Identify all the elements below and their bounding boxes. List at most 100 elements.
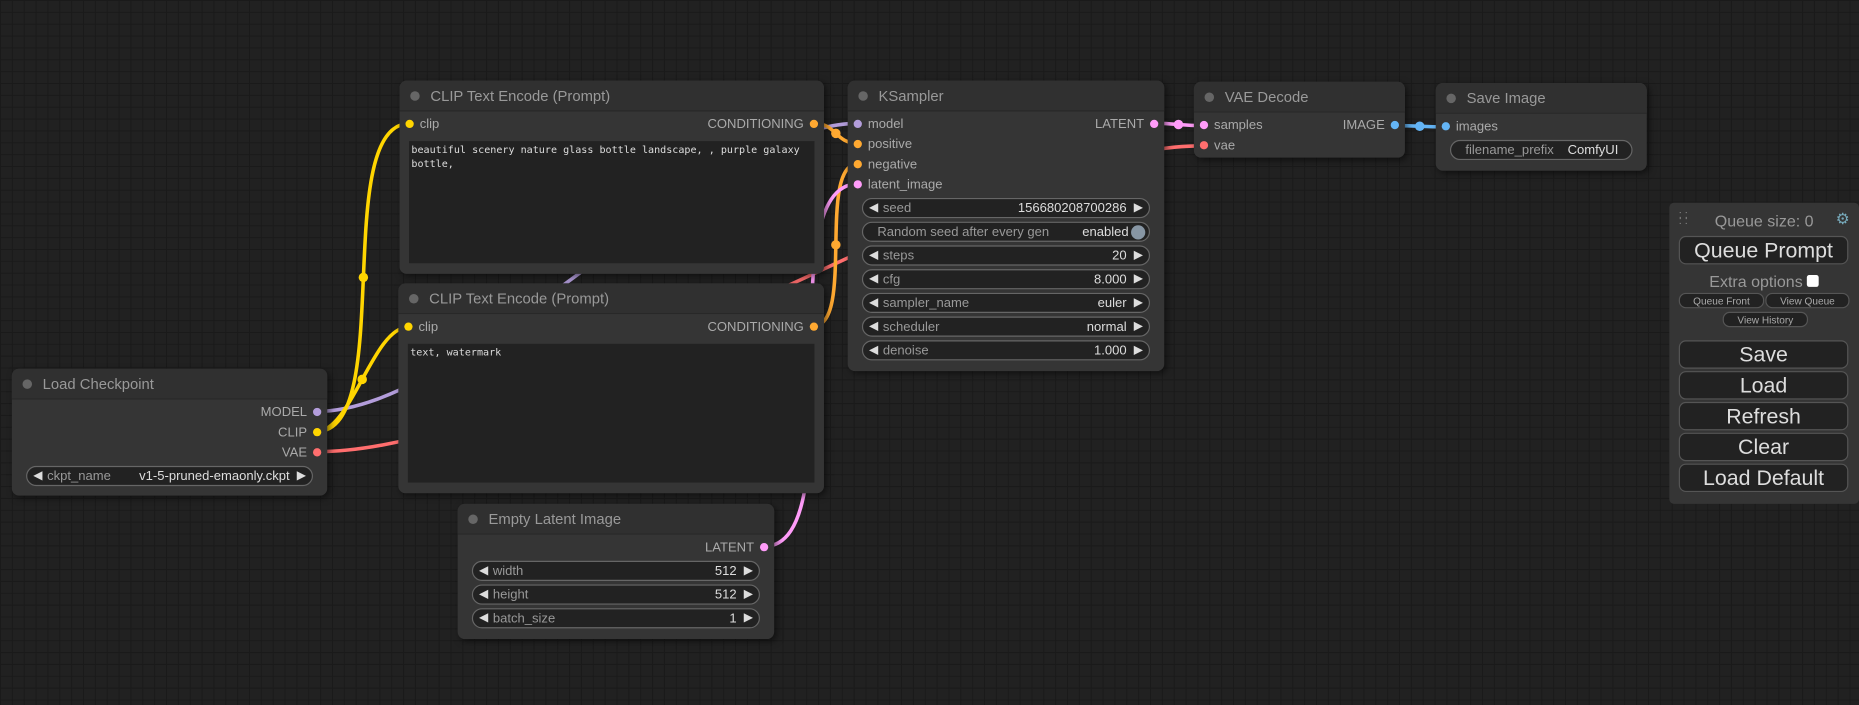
steps-widget[interactable]: ◀ steps 20 ▶ [861, 245, 1151, 266]
refresh-button[interactable]: Refresh [1678, 401, 1849, 431]
width-widget[interactable]: ◀ width 512 ▶ [471, 560, 760, 581]
slot-dot-icon[interactable] [405, 119, 414, 129]
node-title-bar[interactable]: CLIP Text Encode (Prompt) [398, 283, 824, 315]
increment-arrow-icon[interactable]: ▶ [1133, 296, 1143, 310]
decrement-arrow-icon[interactable]: ◀ [869, 343, 879, 357]
increment-arrow-icon[interactable]: ▶ [743, 611, 753, 625]
decrement-arrow-icon[interactable]: ◀ [478, 564, 489, 578]
seed-widget[interactable]: ◀ seed 156680208700286 ▶ [861, 197, 1151, 219]
toggle-knob-icon[interactable] [1131, 224, 1146, 239]
decrement-arrow-icon[interactable]: ◀ [869, 296, 879, 310]
increment-arrow-icon[interactable]: ▶ [743, 564, 753, 578]
slot-dot-icon[interactable] [809, 119, 819, 129]
decrement-arrow-icon[interactable]: ◀ [478, 611, 489, 625]
node-title-bar[interactable]: KSampler [847, 80, 1165, 112]
Random seed after every gen-widget[interactable]: Random seed after every gen enabled [861, 221, 1151, 242]
clip-text-encode-positive-node[interactable]: CLIP Text Encode (Prompt) clip CONDITIONIN… [399, 80, 824, 274]
empty-latent-image-node[interactable]: Empty Latent Image LATENT ◀ width 512 ▶ ◀ heigh… [457, 503, 775, 640]
filename-prefix-widget[interactable]: filename_prefix ComfyUI [1449, 139, 1633, 161]
input-slot[interactable]: samples [1199, 118, 1263, 132]
view-history-button[interactable]: View History [1722, 311, 1809, 328]
slot-dot-icon[interactable] [1199, 141, 1209, 150]
input-slot[interactable]: clip [405, 117, 439, 131]
increment-arrow-icon[interactable]: ▶ [1133, 343, 1143, 357]
slot-dot-icon[interactable] [312, 427, 322, 437]
wire-midpoint-icon[interactable] [357, 374, 367, 385]
slot-dot-icon[interactable] [853, 139, 862, 149]
slot-dot-icon[interactable] [312, 407, 322, 417]
output-slot[interactable]: CONDITIONING [707, 320, 819, 334]
node-title-bar[interactable]: VAE Decode [1193, 81, 1405, 113]
wire-midpoint-icon[interactable] [1415, 121, 1425, 132]
extra-options-checkbox[interactable] [1807, 275, 1820, 287]
output-slot[interactable]: VAE [282, 445, 322, 459]
decrement-arrow-icon[interactable]: ◀ [869, 272, 879, 286]
drag-handle-icon[interactable]: : :: : [1678, 208, 1688, 227]
slot-dot-icon[interactable] [853, 160, 862, 169]
denoise-widget[interactable]: ◀ denoise 1.000 ▶ [861, 340, 1151, 361]
input-slot[interactable]: latent_image [853, 177, 943, 191]
height-widget[interactable]: ◀ height 512 ▶ [471, 584, 760, 605]
decrement-arrow-icon[interactable]: ◀ [869, 320, 879, 334]
slot-dot-icon[interactable] [853, 180, 862, 189]
slot-dot-icon[interactable] [809, 322, 819, 331]
wire-midpoint-icon[interactable] [831, 240, 841, 250]
prompt-textarea[interactable]: text, watermark [407, 343, 815, 483]
increment-arrow-icon[interactable]: ▶ [1133, 201, 1143, 215]
clear-button[interactable]: Clear [1678, 432, 1849, 462]
collapse-dot-icon[interactable] [858, 90, 868, 101]
queue-front-button[interactable]: Queue Front [1678, 292, 1765, 309]
slot-dot-icon[interactable] [1150, 119, 1159, 129]
wire-midpoint-icon[interactable] [1173, 119, 1184, 130]
decrement-arrow-icon[interactable]: ◀ [478, 588, 489, 602]
increment-arrow-icon[interactable]: ▶ [743, 588, 753, 602]
prompt-textarea[interactable]: beautiful scenery nature glass bottle la… [409, 141, 815, 264]
input-slot[interactable]: vae [1199, 138, 1235, 152]
clip-text-encode-negative-node[interactable]: CLIP Text Encode (Prompt) clip CONDITIONIN… [398, 283, 824, 494]
save-button[interactable]: Save [1678, 340, 1849, 369]
output-slot[interactable]: LATENT [705, 540, 769, 554]
collapse-dot-icon[interactable] [1204, 91, 1215, 102]
ksampler-node[interactable]: KSampler model LATENT positive negative laten… [847, 80, 1165, 372]
output-slot[interactable]: CONDITIONING [707, 117, 819, 131]
wire-midpoint-icon[interactable] [358, 272, 369, 283]
output-slot[interactable]: MODEL [261, 405, 322, 419]
input-slot[interactable]: images [1441, 119, 1498, 133]
ckpt-name-widget[interactable]: ◀ ckpt_name v1-5-pruned-emaonly.ckpt ▶ [26, 465, 313, 487]
increment-arrow-icon[interactable]: ▶ [1133, 320, 1143, 334]
collapse-dot-icon[interactable] [1446, 93, 1456, 103]
save-image-node[interactable]: Save Image images filename_prefix ComfyUI [1435, 82, 1647, 171]
collapse-dot-icon[interactable] [22, 378, 33, 389]
wire-midpoint-icon[interactable] [831, 128, 841, 139]
input-slot[interactable]: model [853, 117, 903, 131]
decrement-arrow-icon[interactable]: ◀ [869, 248, 879, 263]
node-title-bar[interactable]: Load Checkpoint [11, 368, 328, 400]
input-slot[interactable]: negative [853, 157, 917, 171]
cfg-widget[interactable]: ◀ cfg 8.000 ▶ [861, 269, 1151, 290]
input-slot[interactable]: clip [404, 320, 438, 334]
decrement-arrow-icon[interactable]: ◀ [869, 201, 879, 215]
queue-prompt-button[interactable]: Queue Prompt [1678, 235, 1849, 265]
increment-arrow-icon[interactable]: ▶ [296, 469, 306, 483]
view-queue-button[interactable]: View Queue [1765, 292, 1850, 309]
output-slot[interactable]: CLIP [278, 425, 322, 439]
slot-dot-icon[interactable] [1199, 120, 1209, 130]
slot-dot-icon[interactable] [312, 448, 322, 457]
collapse-dot-icon[interactable] [468, 513, 478, 524]
vae-decode-node[interactable]: VAE Decode samples IMAGE vae [1193, 81, 1405, 158]
input-slot[interactable]: positive [853, 137, 912, 151]
sampler-name-widget[interactable]: ◀ sampler_name euler ▶ [861, 292, 1151, 313]
batch-size-widget[interactable]: ◀ batch_size 1 ▶ [471, 608, 760, 629]
load-checkpoint-node[interactable]: Load Checkpoint MODEL CLIP VAE ◀ ckpt_name v1-… [11, 368, 328, 496]
slot-dot-icon[interactable] [1441, 122, 1450, 131]
slot-dot-icon[interactable] [1390, 120, 1399, 130]
gear-icon[interactable]: ⚙ [1835, 209, 1850, 228]
slot-dot-icon[interactable] [853, 119, 862, 129]
slot-dot-icon[interactable] [404, 322, 413, 331]
scheduler-widget[interactable]: ◀ scheduler normal ▶ [861, 316, 1151, 337]
decrement-arrow-icon[interactable]: ◀ [33, 469, 43, 483]
node-title-bar[interactable]: CLIP Text Encode (Prompt) [399, 80, 824, 112]
node-title-bar[interactable]: Save Image [1435, 82, 1647, 114]
slot-dot-icon[interactable] [759, 543, 769, 552]
